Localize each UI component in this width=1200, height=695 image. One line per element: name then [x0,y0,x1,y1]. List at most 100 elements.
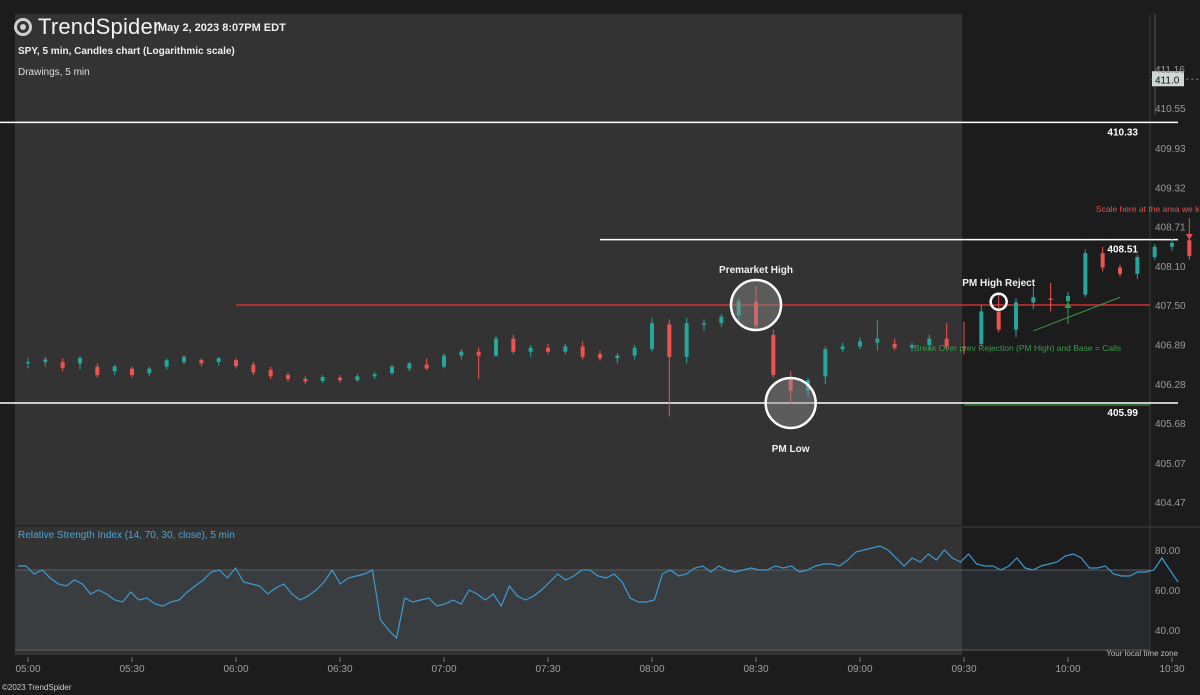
candle-body [892,343,897,348]
last-price-label: 411.0 [1155,75,1180,86]
price-tick-label: 406.28 [1155,380,1186,391]
candle-body [684,323,689,357]
candle-body [424,364,429,369]
candle-body [563,346,568,352]
candle-body [286,375,290,379]
break-over-note: Break Over prev Rejection (PM High) and … [914,343,1121,353]
candle-body [147,368,152,374]
retest-arrow-head [1064,302,1072,308]
candle-body [650,323,654,350]
candle-body [528,347,533,352]
candle-body [858,341,862,347]
candle-body [182,356,186,363]
candle-body [771,334,776,376]
candle-body [1118,267,1122,274]
last-price-box [1152,71,1184,87]
candle-body [1135,257,1140,274]
scale-rejecting-arrow-head [1185,234,1193,240]
rsi-band-premarket [15,570,962,650]
time-tick-label: 08:00 [639,664,664,675]
candle-body [372,374,377,377]
pm-low-circle [764,376,817,430]
price-tick-label: 408.10 [1155,262,1186,273]
candle-body [320,377,325,381]
price-tick-label: 408.71 [1155,223,1186,234]
candle-body [78,358,82,364]
candle-body [979,311,984,344]
premarket-high-circle [729,278,783,332]
candle-body [927,338,932,346]
pm-low-label: PM Low [772,444,810,455]
candle-body [1048,298,1053,300]
candle-body [754,301,758,326]
candle-body [43,359,48,363]
candle-body [199,360,204,364]
time-tick-label: 05:30 [119,664,144,675]
candle-body [476,351,481,356]
candle-body [1083,253,1088,295]
brand-logo: TrendSpider [14,14,160,40]
drawings-info: Drawings, 5 min [18,67,90,78]
time-tick-label: 08:30 [743,664,768,675]
candle-body [598,354,602,359]
premarket-high-label: Premarket High [719,265,793,276]
candle-body [736,301,741,316]
candle-body [1100,253,1105,268]
rsi-title: Relative Strength Index (14, 70, 30, clo… [18,530,235,541]
candle-body [494,338,498,356]
rsi-tick-label: 80.00 [1155,546,1180,557]
candle-body [788,378,793,391]
candle-body [996,311,1001,330]
candle-body [130,368,134,376]
time-tick-label: 05:00 [15,664,40,675]
candle-body [442,355,446,367]
price-tick-label: 409.32 [1155,183,1186,194]
candle-body [216,358,221,363]
rsi-band [962,570,1150,650]
candle-body [95,366,100,376]
candle-body [303,378,308,382]
candle-body [875,338,880,343]
candle-body [407,363,412,369]
candle-body [1152,246,1157,258]
chart-datetime: May 2, 2023 8:07PM EDT [158,22,286,34]
candle-body [667,324,672,357]
time-tick-label: 09:00 [847,664,872,675]
candle-body [26,362,30,364]
candle-body [164,360,169,367]
candle-body [1187,240,1192,256]
pm-high-reject-label: PM High Reject [962,278,1035,289]
price-tick-label: 411.16 [1155,65,1185,76]
candle-body [1014,302,1018,330]
scale-rejecting-note: Scale here at the area we keep rejecting [1096,204,1200,214]
price-tick-label: 407.50 [1155,301,1186,312]
candle-body [944,338,949,347]
symbol-info: SPY, 5 min, Candles chart (Logarithmic s… [18,46,235,57]
candle-body [459,351,464,356]
price-tick-label: 410.55 [1155,104,1186,115]
level-label: 408.51 [1107,245,1138,256]
candle-body [112,366,117,372]
copyright: ©2023 TrendSpider [2,683,72,692]
pm-high-reject-circle [989,292,1008,312]
price-tick-label: 405.68 [1155,419,1186,430]
candle-body [962,346,966,348]
level-label: 410.33 [1107,127,1138,138]
candle-body [338,377,342,381]
candle-body [580,346,585,357]
candle-body [251,364,256,373]
time-tick-label: 07:30 [535,664,560,675]
premarket-shade [15,14,962,525]
candle-body [511,338,516,352]
time-tick-label: 06:30 [327,664,352,675]
candle-body [268,369,273,377]
candle-body [823,349,828,377]
candle-body [355,376,360,381]
candle-body [719,316,724,324]
timezone-note: Your local time zone [1106,649,1178,658]
breakout-trendline [1033,296,1121,332]
brand-name: TrendSpider [38,14,161,39]
trendspider-logo-icon [14,18,32,36]
candle-body [840,346,845,350]
